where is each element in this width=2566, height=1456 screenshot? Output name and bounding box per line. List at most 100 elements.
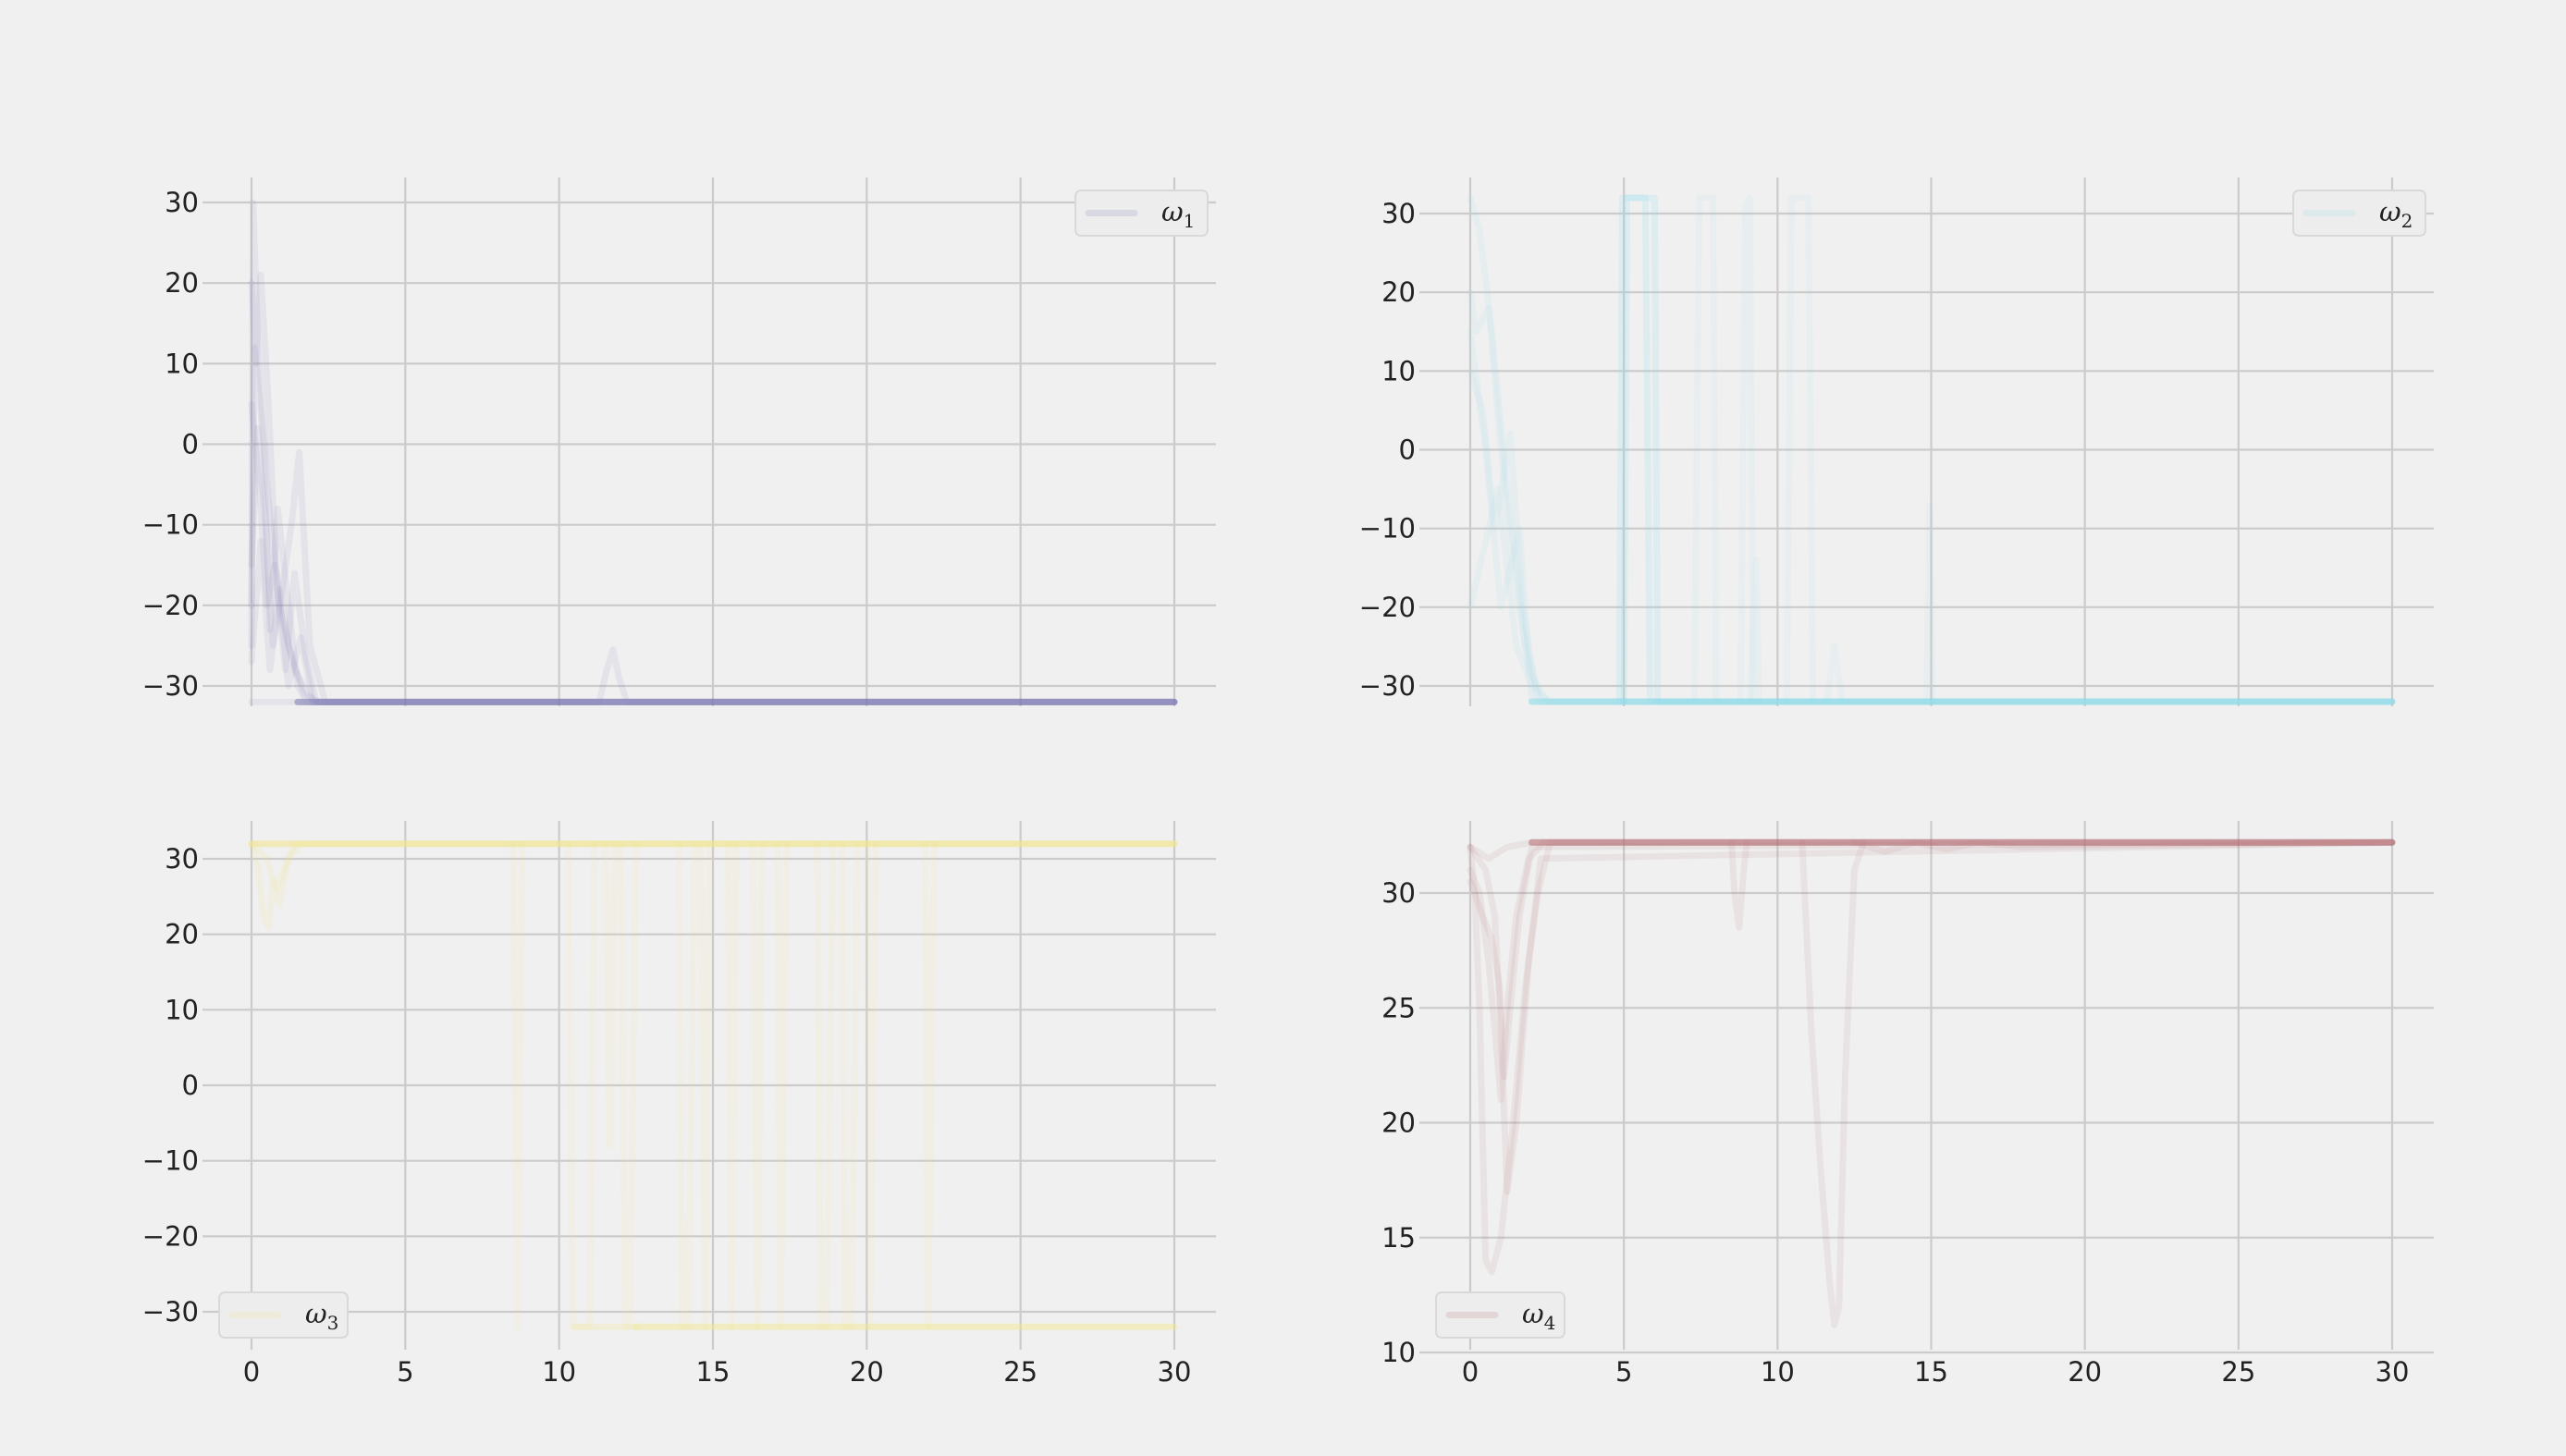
subplot-omega-2: −30 −20 −10 0 10 20 30 ω2 (1359, 177, 2434, 706)
series-line-2-10 (1783, 194, 1817, 705)
legend-2: ω2 (2292, 190, 2426, 237)
y-tick-label-2-4: 10 (1381, 355, 1416, 386)
legend-symbol-4: ω (1522, 1298, 1544, 1329)
legend-1: ω1 (1074, 190, 1209, 237)
series-line-4-2 (1467, 838, 2396, 1081)
x-tick-label-3-4: 20 (850, 1356, 884, 1388)
y-tick-label-4-2: 20 (1381, 1107, 1416, 1139)
series-line-4-0 (1467, 838, 2396, 1276)
series-line-2-8 (1737, 194, 1757, 705)
series-group-1 (248, 199, 1178, 705)
series-line-1-5 (248, 537, 1178, 705)
tick-labels-group-2: −30 −20 −10 0 10 20 30 (1359, 198, 1416, 702)
grid-group-3 (203, 821, 1216, 1350)
legend-subscript-2: 2 (2401, 210, 2413, 232)
series-line-4-6 (1799, 838, 1867, 1328)
y-tick-label-1-1: −20 (142, 590, 199, 621)
y-tick-label-2-5: 20 (1381, 276, 1416, 308)
series-line-3-4 (565, 840, 598, 1330)
series-line-3-5 (602, 840, 618, 1149)
series-line-2-1 (1467, 288, 2396, 705)
series-line-3-14 (863, 840, 879, 1330)
legend-box-2 (2292, 190, 2426, 237)
x-tick-label-4-2: 10 (1761, 1356, 1795, 1388)
x-tick-label-4-6: 30 (2376, 1356, 2410, 1388)
series-line-3-12 (814, 840, 837, 1330)
grid-group-2 (1419, 177, 2434, 706)
subplot-omega-1: −30 −20 −10 0 10 20 30 ω1 (142, 177, 1216, 706)
y-tick-label-3-1: −20 (142, 1220, 199, 1252)
tick-labels-group-3: −30 −20 −10 0 10 20 30 0 5 10 15 20 25 30 (142, 843, 1192, 1388)
legend-3: ω3 (218, 1291, 349, 1339)
tick-labels-group-4: 10 15 20 25 30 0 5 10 15 20 25 30 (1381, 877, 2409, 1388)
series-line-4-1 (1467, 838, 2396, 1104)
x-tick-label-3-1: 5 (397, 1356, 413, 1388)
x-tick-label-3-0: 0 (243, 1356, 260, 1388)
legend-symbol-3: ω (305, 1298, 327, 1329)
y-tick-label-4-3: 25 (1381, 992, 1416, 1023)
series-line-1-3 (248, 400, 1178, 705)
series-line-2-9 (1746, 557, 1762, 705)
series-line-3-13 (839, 840, 861, 1330)
series-line-3-9 (725, 840, 740, 1330)
series-line-1-4 (248, 344, 1178, 705)
y-tick-label-2-1: −20 (1359, 592, 1416, 623)
y-tick-label-2-2: −10 (1359, 513, 1416, 544)
legend-box-3 (218, 1291, 349, 1339)
y-tick-label-3-4: 10 (165, 994, 199, 1025)
series-line-2-7 (1691, 194, 1720, 705)
y-tick-label-3-3: 0 (182, 1070, 199, 1101)
x-tick-label-4-1: 5 (1615, 1356, 1632, 1388)
y-tick-label-3-5: 20 (165, 919, 199, 950)
series-line-3-3 (510, 840, 526, 1330)
y-tick-label-3-6: 30 (165, 843, 199, 875)
grid-group-1 (203, 177, 1216, 706)
series-line-4-3 (1467, 838, 2396, 1195)
y-tick-label-1-2: −10 (142, 509, 199, 541)
legend-subscript-3: 3 (327, 1312, 339, 1334)
series-group-3 (248, 840, 1178, 1330)
series-group-2 (1467, 194, 2396, 705)
series-line-3-6 (617, 840, 640, 1330)
subplot-omega-3: −30 −20 −10 0 10 20 30 0 5 10 15 20 25 30 ω3 (142, 821, 1216, 1388)
x-tick-label-4-3: 15 (1914, 1356, 1948, 1388)
y-tick-label-4-1: 15 (1381, 1222, 1416, 1254)
legend-box-1 (1074, 190, 1209, 237)
subplot-omega-4: 10 15 20 25 30 0 5 10 15 20 25 30 ω4 (1381, 821, 2434, 1388)
x-tick-label-3-3: 15 (696, 1356, 731, 1388)
y-tick-label-2-0: −30 (1359, 670, 1416, 702)
x-tick-label-3-5: 25 (1003, 1356, 1037, 1388)
grid-group-4 (1419, 821, 2434, 1354)
legend-label-2: ω2 (2379, 196, 2413, 232)
series-line-2-12 (1923, 501, 1936, 705)
y-tick-label-3-2: −10 (142, 1145, 199, 1177)
x-tick-label-4-4: 20 (2068, 1356, 2102, 1388)
x-tick-label-3-2: 10 (542, 1356, 576, 1388)
y-tick-label-2-3: 0 (1399, 434, 1416, 466)
y-tick-label-2-6: 30 (1381, 198, 1416, 229)
series-line-3-7 (675, 840, 698, 1330)
y-tick-label-1-6: 30 (165, 187, 199, 218)
series-line-1-2 (248, 424, 1178, 705)
legend-symbol-1: ω (1161, 196, 1184, 227)
legend-subscript-4: 4 (1544, 1312, 1556, 1334)
legend-label-4: ω4 (1522, 1298, 1555, 1334)
legend-label-1: ω1 (1161, 196, 1195, 232)
y-tick-label-1-0: −30 (142, 670, 199, 702)
y-tick-label-3-0: −30 (142, 1296, 199, 1328)
x-tick-label-4-0: 0 (1462, 1356, 1479, 1388)
legend-box-4 (1435, 1291, 1565, 1339)
series-line-2-11 (1823, 642, 1846, 705)
series-line-4-5 (1728, 838, 1750, 931)
y-tick-label-4-4: 30 (1381, 877, 1416, 909)
tick-labels-group-1: −30 −20 −10 0 10 20 30 (142, 187, 199, 702)
x-tick-label-3-6: 30 (1158, 1356, 1192, 1388)
legend-4: ω4 (1435, 1291, 1565, 1339)
legend-symbol-2: ω (2379, 196, 2401, 227)
series-group-4 (1467, 838, 2396, 1328)
y-tick-label-4-0: 10 (1381, 1337, 1416, 1368)
series-line-4-7 (1850, 838, 2396, 855)
series-line-1-0 (248, 199, 1178, 705)
